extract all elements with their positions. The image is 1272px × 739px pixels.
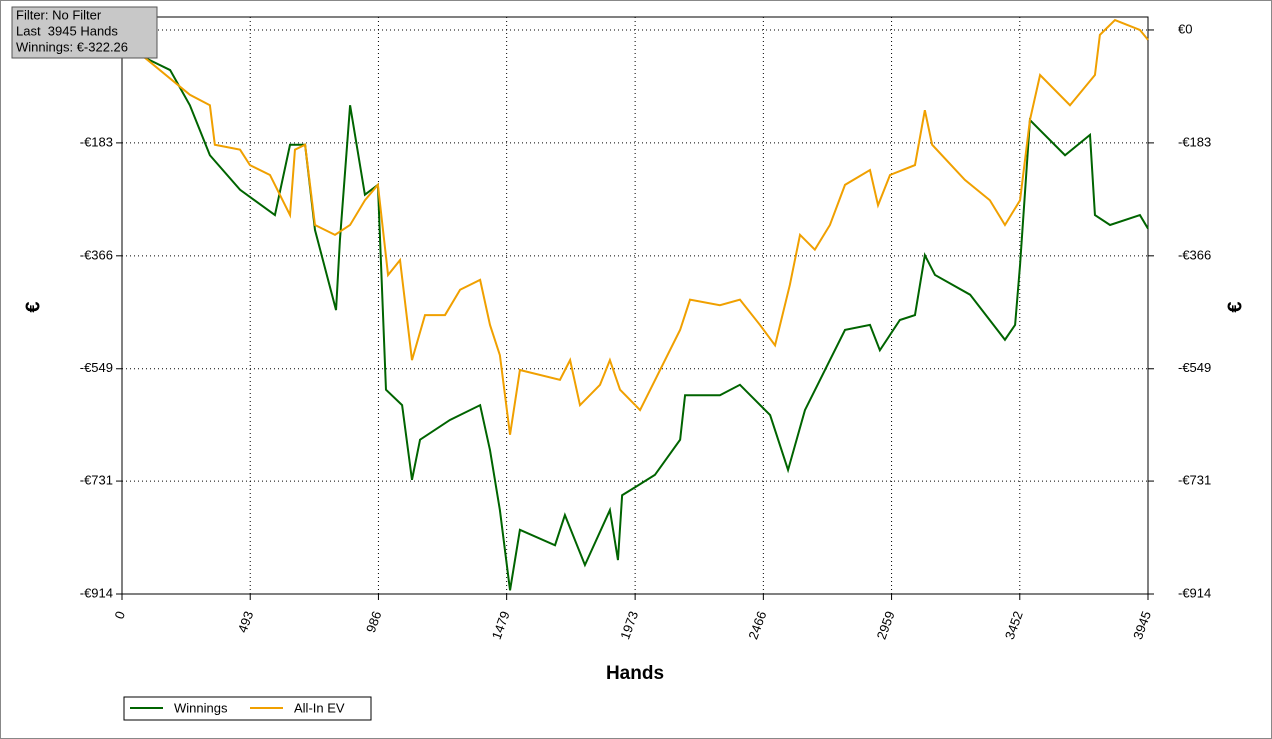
y2-tick-label: €0	[1178, 21, 1192, 36]
info-text: Winnings: €-322.26	[16, 39, 128, 54]
y2-tick-label: -€731	[1178, 473, 1211, 488]
y2-tick-label: -€549	[1178, 360, 1211, 375]
legend-label: All-In EV	[294, 700, 345, 715]
y-tick-label: -€183	[80, 134, 113, 149]
x-tick-label: 493	[235, 609, 257, 635]
info-box-background	[11, 6, 158, 59]
y2-tick-label: -€366	[1178, 247, 1211, 262]
y2-axis-title: €	[1224, 301, 1246, 312]
y2-tick-label: -€914	[1178, 585, 1211, 600]
series-line	[121, 29, 1149, 591]
legend-label: Winnings	[174, 700, 228, 715]
y2-tick-label: -€183	[1178, 134, 1211, 149]
x-tick-label: 0	[111, 609, 128, 621]
x-tick-label: 986	[363, 609, 385, 635]
info-text: Last 3945 Hands	[16, 23, 118, 38]
legend: Winnings All-In EV	[123, 696, 372, 721]
series-line	[121, 18, 1149, 435]
y-tick-label: -€914	[80, 585, 113, 600]
legend-box	[123, 696, 372, 721]
info-text: Filter: No Filter	[16, 7, 102, 22]
y-tick-label: -€731	[80, 473, 113, 488]
y-axis-title: €	[22, 301, 44, 312]
y-tick-label: -€366	[80, 247, 113, 262]
x-axis-title: Hands	[606, 663, 664, 684]
y-tick-label: -€549	[80, 360, 113, 375]
